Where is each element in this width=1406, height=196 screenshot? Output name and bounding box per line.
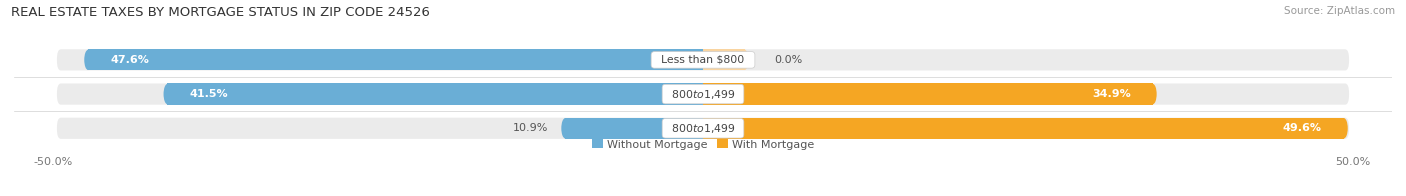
- Bar: [703, 83, 1153, 105]
- Bar: [167, 83, 703, 105]
- Bar: [703, 118, 1344, 139]
- Text: 49.6%: 49.6%: [1282, 123, 1322, 133]
- FancyBboxPatch shape: [56, 83, 1350, 105]
- Wedge shape: [1344, 118, 1348, 138]
- FancyBboxPatch shape: [56, 49, 1350, 71]
- Wedge shape: [1153, 84, 1157, 104]
- Text: 41.5%: 41.5%: [190, 89, 228, 99]
- Text: Source: ZipAtlas.com: Source: ZipAtlas.com: [1284, 6, 1395, 16]
- Legend: Without Mortgage, With Mortgage: Without Mortgage, With Mortgage: [592, 139, 814, 150]
- Text: $800 to $1,499: $800 to $1,499: [665, 122, 741, 135]
- Text: 10.9%: 10.9%: [513, 123, 548, 133]
- Bar: [565, 118, 703, 139]
- Text: REAL ESTATE TAXES BY MORTGAGE STATUS IN ZIP CODE 24526: REAL ESTATE TAXES BY MORTGAGE STATUS IN …: [11, 6, 430, 19]
- Text: Less than $800: Less than $800: [654, 55, 752, 65]
- Text: $800 to $1,499: $800 to $1,499: [665, 88, 741, 101]
- Wedge shape: [84, 50, 89, 70]
- Wedge shape: [163, 84, 167, 104]
- Text: 34.9%: 34.9%: [1092, 89, 1130, 99]
- Bar: [703, 49, 745, 71]
- Bar: [89, 49, 703, 71]
- FancyBboxPatch shape: [56, 118, 1350, 139]
- Text: 0.0%: 0.0%: [775, 55, 803, 65]
- Text: 47.6%: 47.6%: [110, 55, 149, 65]
- Wedge shape: [561, 118, 565, 138]
- Wedge shape: [745, 50, 748, 70]
